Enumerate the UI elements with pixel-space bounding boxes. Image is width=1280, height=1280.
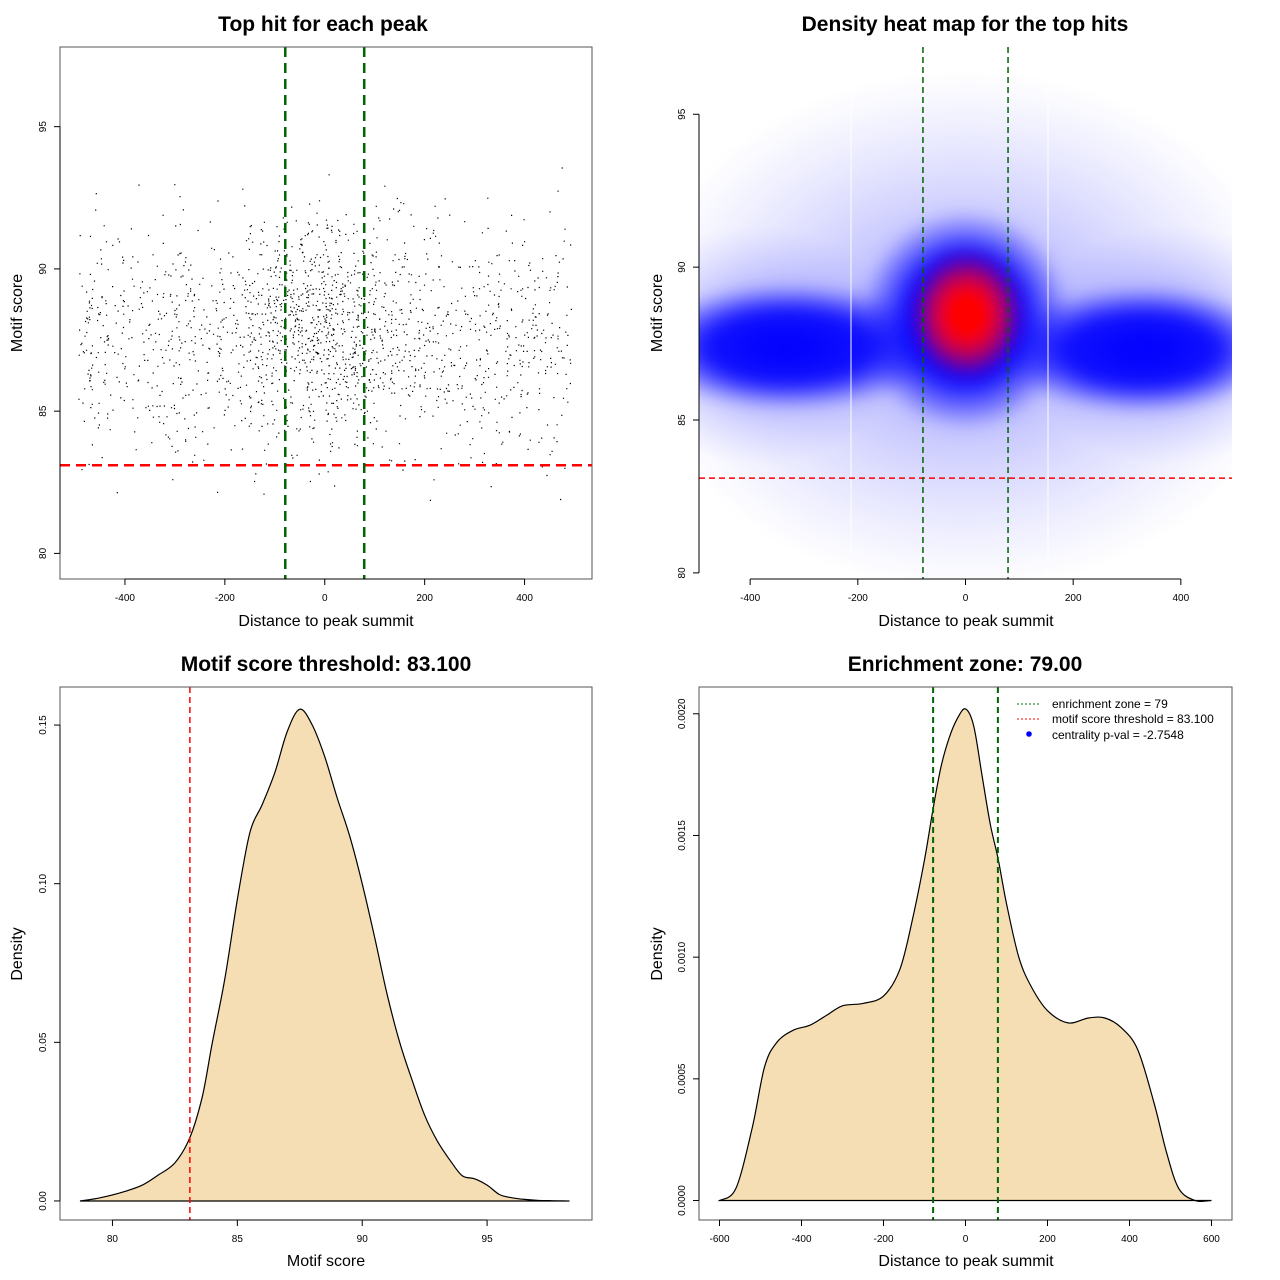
scatter-ytick-label: 80 xyxy=(38,547,49,559)
legend-label-centrality: centrality p-val = -2.7548 xyxy=(1052,728,1184,742)
heatmap-density xyxy=(699,47,1232,579)
distance-density-xlabel: Distance to peak summit xyxy=(878,1253,1054,1270)
scatter-y-axis: 80 85 90 95 xyxy=(38,121,61,559)
distance-ytick-label: 0.0015 xyxy=(677,820,688,851)
scatter-xtick-label: -200 xyxy=(215,593,235,604)
distance-zone-lines xyxy=(932,687,999,1220)
distance-xtick-label: 600 xyxy=(1203,1234,1220,1245)
score-density-xlabel: Motif score xyxy=(287,1253,365,1270)
score-xtick-label: 95 xyxy=(482,1234,494,1245)
distance-ytick-label: 0.0020 xyxy=(677,698,688,729)
scatter-ytick-label: 95 xyxy=(38,121,49,133)
distance-xtick-label: -400 xyxy=(791,1234,811,1245)
score-y-axis: 0.00 0.05 0.10 0.15 xyxy=(38,715,61,1211)
score-density-ylabel: Density xyxy=(9,927,26,980)
scatter-xtick-label: -400 xyxy=(115,593,135,604)
distance-y-axis: 0.0000 0.0005 0.0010 0.0015 0.0020 xyxy=(677,698,700,1216)
scatter-point-cloud xyxy=(78,167,573,501)
panel-score-density: Motif score threshold: 83.100 80 85 90 95 0… xyxy=(9,653,593,1270)
heatmap-ylabel: Motif score xyxy=(649,274,666,352)
scatter-plot-frame xyxy=(59,46,593,580)
score-ytick-label: 0.15 xyxy=(38,715,49,735)
distance-density-title: Enrichment zone: 79.00 xyxy=(848,653,1083,676)
scatter-x-axis: -400 -200 0 200 400 xyxy=(115,578,533,604)
scatter-ytick-label: 90 xyxy=(38,263,49,275)
score-xtick-label: 85 xyxy=(232,1234,244,1245)
score-density-title: Motif score threshold: 83.100 xyxy=(181,653,472,676)
heatmap-ytick-label: 90 xyxy=(677,261,688,273)
distance-xtick-label: 200 xyxy=(1039,1234,1056,1245)
panel-heatmap: Density heat map for the top hits -400 -2… xyxy=(649,13,1232,630)
legend-symbol-centrality xyxy=(1026,731,1032,737)
distance-x-axis: -600 -400 -200 0 200 400 600 xyxy=(709,1219,1220,1245)
scatter-reference-lines xyxy=(60,47,592,579)
score-density-area xyxy=(79,708,570,1202)
heatmap-reference-lines xyxy=(699,47,1232,579)
legend-label-zone: enrichment zone = 79 xyxy=(1052,697,1168,711)
panel-scatter: Top hit for each peak -400 -200 0 200 400 80… xyxy=(9,13,593,630)
heatmap-xtick-label: -400 xyxy=(740,593,760,604)
distance-ytick-label: 0.0000 xyxy=(677,1185,688,1216)
distance-ytick-label: 0.0005 xyxy=(677,1063,688,1094)
scatter-xtick-label: 200 xyxy=(416,593,433,604)
score-xtick-label: 90 xyxy=(357,1234,369,1245)
score-xtick-label: 80 xyxy=(107,1234,119,1245)
heat-center-peak xyxy=(905,245,1029,385)
distance-xtick-label: 400 xyxy=(1121,1234,1138,1245)
score-ytick-label: 0.10 xyxy=(38,874,49,894)
heatmap-ytick-label: 80 xyxy=(677,567,688,579)
score-ytick-label: 0.05 xyxy=(38,1032,49,1052)
heatmap-xtick-label: 0 xyxy=(963,593,969,604)
scatter-points xyxy=(78,167,573,501)
score-ytick-label: 0.00 xyxy=(38,1191,49,1211)
heatmap-title: Density heat map for the top hits xyxy=(802,13,1129,36)
scatter-title: Top hit for each peak xyxy=(218,13,428,36)
distance-density-ylabel: Density xyxy=(649,927,666,980)
legend-label-threshold: motif score threshold = 83.100 xyxy=(1052,712,1214,726)
heatmap-ytick-label: 95 xyxy=(677,108,688,120)
distance-legend: enrichment zone = 79 motif score thresho… xyxy=(1017,697,1214,742)
scatter-ylabel: Motif score xyxy=(9,274,26,352)
distance-density-area xyxy=(717,708,1212,1203)
heatmap-ytick-label: 85 xyxy=(677,414,688,426)
heatmap-x-axis: -400 -200 0 200 400 xyxy=(740,578,1190,604)
score-x-axis: 80 85 90 95 xyxy=(107,1219,494,1245)
panel-distance-density: Enrichment zone: 79.00 -600 -400 -200 0 200 4… xyxy=(649,653,1233,1270)
distance-xtick-label: -200 xyxy=(873,1234,893,1245)
distance-xtick-label: -600 xyxy=(709,1234,729,1245)
heatmap-y-axis: 80 85 90 95 xyxy=(677,108,700,579)
scatter-xlabel: Distance to peak summit xyxy=(238,613,414,630)
heatmap-xtick-label: -200 xyxy=(848,593,868,604)
heatmap-xtick-label: 200 xyxy=(1065,593,1082,604)
scatter-xtick-label: 400 xyxy=(516,593,533,604)
heatmap-xtick-label: 400 xyxy=(1173,593,1190,604)
distance-ytick-label: 0.0010 xyxy=(677,941,688,972)
heatmap-xlabel: Distance to peak summit xyxy=(878,613,1054,630)
scatter-ytick-label: 85 xyxy=(38,405,49,417)
scatter-xtick-label: 0 xyxy=(322,593,328,604)
distance-xtick-label: 0 xyxy=(963,1234,969,1245)
